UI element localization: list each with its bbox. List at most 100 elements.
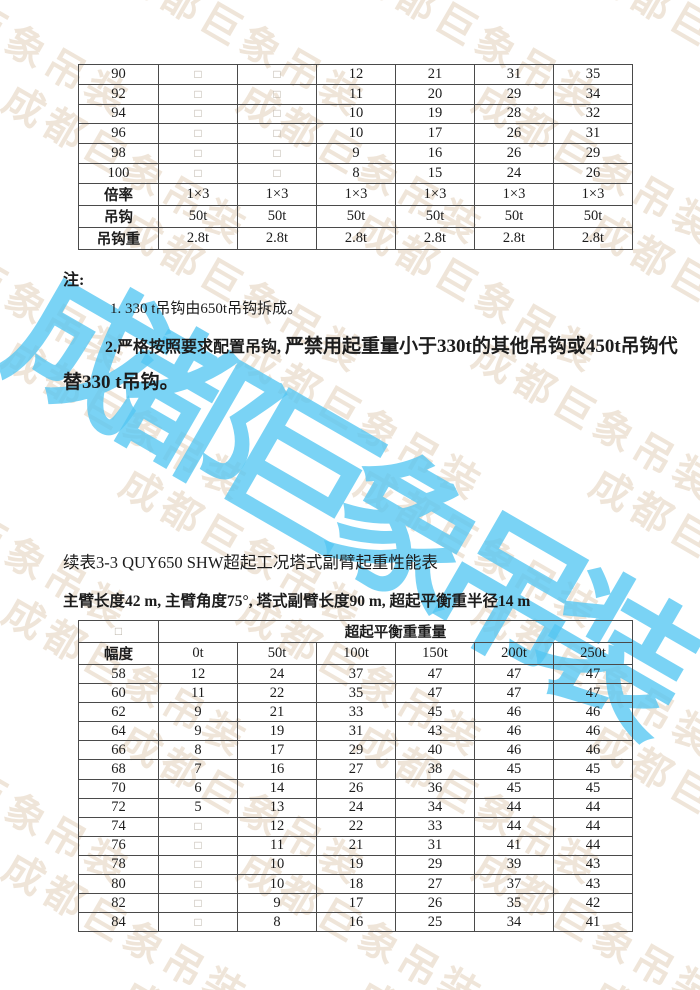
- section-title: 续表3-3 QUY650 SHW超起工况塔式副臂起重性能表: [63, 553, 438, 572]
- data-cell: 29: [316, 740, 396, 761]
- data-cell: 45: [474, 759, 554, 780]
- data-cell: 16: [316, 912, 396, 933]
- data-cell: 45: [395, 702, 475, 723]
- data-cell: 17: [237, 740, 317, 761]
- data-cell: 10: [316, 103, 396, 125]
- row-header-cell: 倍率: [78, 182, 159, 206]
- data-cell: 46: [552, 721, 634, 742]
- row-header-cell: 66: [78, 740, 159, 761]
- data-cell: 1×3: [158, 182, 238, 206]
- data-cell: 2.8t: [553, 226, 633, 250]
- table-row: 84 □ 8 16 25 34 41: [78, 912, 634, 933]
- data-cell: 32: [553, 103, 633, 125]
- data-cell: 39: [474, 854, 554, 876]
- data-cell: 8: [237, 912, 317, 933]
- section-subtitle: 主臂长度42 m, 主臂角度75°, 塔式副臂长度90 m, 超起平衡重半径14…: [63, 593, 531, 610]
- row-header-cell: 76: [78, 835, 159, 856]
- data-cell: 45: [552, 759, 634, 780]
- data-cell: 16: [395, 143, 475, 164]
- table-row: 76 □ 11 21 31 41 44: [78, 835, 634, 856]
- data-cell: 9: [237, 893, 317, 914]
- data-cell: □: [237, 123, 317, 145]
- data-cell: 26: [553, 162, 633, 184]
- data-cell: 16: [237, 759, 317, 780]
- data-cell: 19: [316, 854, 396, 876]
- data-cell: 12: [158, 663, 238, 685]
- data-cell: 44: [474, 816, 554, 837]
- tower-jib-capacity-table: □ 超起平衡重重量 幅度 0t 50t 100t 150t 200t 250t 58 12 2…: [78, 620, 634, 933]
- table-row: 倍率 1×3 1×3 1×3 1×3 1×3 1×3: [78, 182, 633, 206]
- data-cell: 26: [316, 778, 396, 799]
- data-cell: 44: [552, 835, 634, 856]
- table-row: 96 □ □ 10 17 26 31: [78, 123, 633, 145]
- data-cell: 50t: [316, 204, 396, 228]
- data-cell: 2.8t: [474, 226, 554, 250]
- data-cell: 17: [395, 123, 475, 145]
- data-cell: 15: [395, 162, 475, 184]
- data-cell: □: [158, 162, 238, 184]
- data-cell: 36: [395, 778, 475, 799]
- table-row: 吊钩 50t 50t 50t 50t 50t 50t: [78, 204, 633, 228]
- row-header-cell: 70: [78, 778, 159, 799]
- data-cell: 42: [552, 893, 634, 914]
- data-cell: 37: [474, 874, 554, 895]
- data-cell: 43: [552, 854, 634, 876]
- row-header-cell: 78: [78, 854, 159, 876]
- data-cell: 45: [552, 778, 634, 799]
- table-row: 72 5 13 24 34 44 44: [78, 797, 634, 818]
- data-cell: 17: [316, 893, 396, 914]
- data-cell: □: [158, 143, 238, 164]
- data-cell: 46: [474, 740, 554, 761]
- data-cell: 21: [316, 835, 396, 856]
- data-cell: 38: [395, 759, 475, 780]
- data-cell: 41: [552, 912, 634, 933]
- data-cell: □: [158, 912, 238, 933]
- row-header-cell: 62: [78, 702, 159, 723]
- table-row: 98 □ □ 9 16 26 29: [78, 143, 633, 164]
- data-cell: 14: [237, 778, 317, 799]
- data-cell: □: [237, 143, 317, 164]
- data-cell: 44: [552, 797, 634, 818]
- corner-placeholder-cell: □: [78, 620, 159, 643]
- column-header-cell: 50t: [237, 642, 317, 665]
- row-header-cell: 94: [78, 103, 159, 125]
- data-cell: 11: [316, 83, 396, 105]
- table-header-row: □ 超起平衡重重量: [78, 620, 634, 643]
- data-cell: 5: [158, 797, 238, 818]
- data-cell: 47: [395, 663, 475, 685]
- row-header-cell: 98: [78, 143, 159, 164]
- data-cell: 20: [395, 83, 475, 105]
- data-cell: 7: [158, 759, 238, 780]
- data-cell: 12: [316, 64, 396, 85]
- data-cell: 1×3: [553, 182, 633, 206]
- data-cell: 1×3: [237, 182, 317, 206]
- column-header-cell: 150t: [395, 642, 475, 665]
- table-row: 58 12 24 37 47 47 47: [78, 663, 634, 685]
- data-cell: □: [158, 893, 238, 914]
- table-row: 68 7 16 27 38 45 45: [78, 759, 634, 780]
- table-row: 60 11 22 35 47 47 47: [78, 683, 634, 704]
- data-cell: 2.8t: [158, 226, 238, 250]
- row-header-cell: 吊钩: [78, 204, 159, 228]
- data-cell: 41: [474, 835, 554, 856]
- table-row: 74 □ 12 22 33 44 44: [78, 816, 634, 837]
- row-header-cell: 96: [78, 123, 159, 145]
- row-header-cell: 100: [78, 162, 159, 184]
- data-cell: □: [158, 874, 238, 895]
- data-cell: 9: [158, 721, 238, 742]
- data-cell: 35: [316, 683, 396, 704]
- data-cell: 1×3: [474, 182, 554, 206]
- row-header-cell: 74: [78, 816, 159, 837]
- data-cell: 22: [316, 816, 396, 837]
- row-header-cell: 82: [78, 893, 159, 914]
- row-header-cell: 68: [78, 759, 159, 780]
- data-cell: 50t: [158, 204, 238, 228]
- data-cell: □: [158, 83, 238, 105]
- data-cell: 13: [237, 797, 317, 818]
- data-cell: 27: [395, 874, 475, 895]
- data-cell: 46: [474, 702, 554, 723]
- data-cell: 19: [237, 721, 317, 742]
- data-cell: 2.8t: [395, 226, 475, 250]
- data-cell: 47: [552, 663, 634, 685]
